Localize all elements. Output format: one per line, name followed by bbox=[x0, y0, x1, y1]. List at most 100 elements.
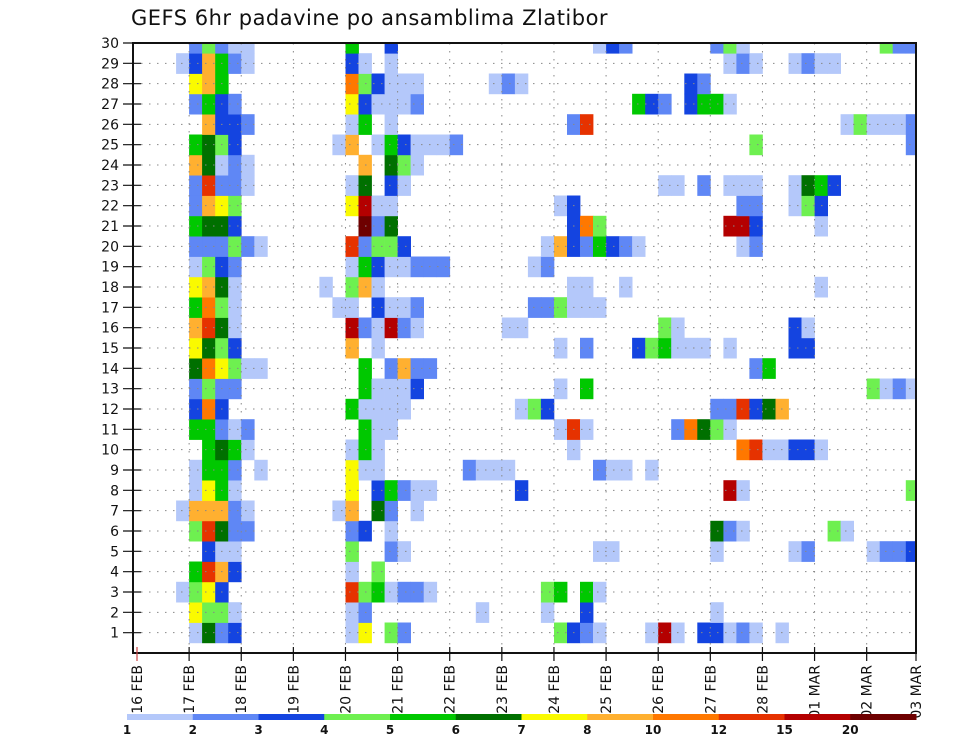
heatmap-cell bbox=[345, 337, 359, 359]
heatmap-cell bbox=[397, 317, 411, 339]
heatmap-cell bbox=[749, 53, 763, 74]
heatmap-cell bbox=[189, 358, 203, 379]
heatmap-cell bbox=[228, 378, 242, 400]
heatmap-cell bbox=[606, 236, 620, 257]
heatmap-cell bbox=[762, 398, 776, 420]
heatmap-cell bbox=[514, 398, 529, 420]
y-tick-label: 7 bbox=[110, 504, 119, 520]
heatmap-cell bbox=[384, 317, 398, 339]
y-tick-label: 11 bbox=[101, 422, 119, 438]
heatmap-cell bbox=[658, 317, 672, 339]
heatmap-cell bbox=[619, 276, 633, 298]
heatmap-cell bbox=[684, 337, 698, 359]
x-tick-label: 02 MAR bbox=[860, 665, 876, 719]
heatmap-cell bbox=[202, 73, 216, 95]
heatmap-cell bbox=[384, 93, 398, 115]
heatmap-cell bbox=[241, 53, 255, 74]
heatmap-cell bbox=[554, 195, 568, 217]
y-tick-label: 30 bbox=[101, 36, 119, 52]
heatmap-cell bbox=[658, 175, 672, 196]
heatmap-cell bbox=[723, 53, 737, 74]
heatmap-cell bbox=[397, 541, 411, 562]
heatmap-cell bbox=[892, 43, 907, 54]
heatmap-cell bbox=[384, 154, 398, 176]
heatmap-cell bbox=[697, 337, 711, 359]
colorbar-swatch bbox=[390, 714, 457, 720]
heatmap-cell bbox=[371, 480, 385, 501]
heatmap-cell bbox=[371, 73, 385, 95]
heatmap-cell bbox=[345, 398, 359, 420]
y-tick-label: 15 bbox=[101, 341, 119, 357]
y-tick-label: 6 bbox=[110, 524, 119, 540]
heatmap-cell bbox=[697, 93, 711, 115]
heatmap-cell bbox=[371, 195, 385, 217]
heatmap-cell bbox=[410, 317, 424, 339]
heatmap-cell bbox=[475, 602, 490, 623]
heatmap-cell bbox=[593, 297, 607, 318]
heatmap-cell bbox=[905, 541, 917, 562]
heatmap-cell bbox=[645, 93, 659, 115]
colorbar-label: 3 bbox=[254, 723, 262, 737]
heatmap-cell bbox=[345, 93, 359, 115]
heatmap-cell bbox=[241, 358, 255, 379]
colorbar-swatch bbox=[718, 714, 785, 720]
heatmap-cell bbox=[749, 134, 763, 156]
heatmap-cell bbox=[749, 622, 763, 644]
heatmap-cell bbox=[632, 93, 646, 115]
heatmap-cell bbox=[410, 378, 424, 400]
heatmap-cell bbox=[554, 378, 568, 400]
heatmap-cell bbox=[345, 622, 359, 644]
heatmap-cell bbox=[397, 154, 411, 176]
heatmap-cell bbox=[593, 622, 607, 644]
heatmap-cell bbox=[736, 43, 750, 54]
x-tick-label: 01 MAR bbox=[808, 665, 824, 719]
heatmap-cell bbox=[788, 439, 802, 461]
heatmap-cell bbox=[202, 358, 216, 379]
heatmap-cell bbox=[228, 134, 242, 156]
heatmap-cell bbox=[645, 622, 659, 644]
heatmap-cell bbox=[853, 114, 867, 135]
heatmap-cell bbox=[697, 622, 711, 644]
heatmap-cell bbox=[371, 236, 385, 257]
heatmap-cell bbox=[384, 73, 398, 95]
heatmap-cell bbox=[345, 561, 359, 583]
heatmap-cell bbox=[384, 114, 398, 135]
heatmap-cell bbox=[514, 480, 529, 501]
heatmap-cell bbox=[189, 480, 203, 501]
heatmap-cell bbox=[866, 541, 881, 562]
heatmap-cell bbox=[593, 541, 607, 562]
heatmap-cell bbox=[189, 215, 203, 237]
heatmap-cell bbox=[215, 43, 229, 54]
heatmap-cell bbox=[228, 215, 242, 237]
heatmap-cell bbox=[189, 276, 203, 298]
heatmap-cell bbox=[345, 236, 359, 257]
heatmap-cell bbox=[736, 53, 750, 74]
heatmap-cell bbox=[189, 134, 203, 156]
heatmap-cell bbox=[189, 175, 203, 196]
heatmap-cell bbox=[345, 520, 359, 542]
heatmap-cell bbox=[189, 602, 203, 623]
heatmap-cell bbox=[228, 175, 242, 196]
heatmap-cell bbox=[866, 114, 881, 135]
y-tick-label: 5 bbox=[110, 544, 119, 560]
heatmap-cell bbox=[397, 297, 411, 318]
heatmap-cell bbox=[384, 378, 398, 400]
heatmap-cell bbox=[345, 53, 359, 74]
heatmap-cell bbox=[176, 53, 190, 74]
heatmap-cell bbox=[384, 195, 398, 217]
x-axis: 16 FEB 17 FEB 18 FEB 19 FEB 20 FEB 21 FEB 22 F… bbox=[130, 647, 925, 719]
heatmap-cell bbox=[189, 236, 203, 257]
heatmap-cell bbox=[892, 114, 907, 135]
colorbar-label: 20 bbox=[842, 723, 859, 737]
y-tick-label: 18 bbox=[101, 280, 119, 296]
heatmap-cell bbox=[397, 358, 411, 379]
heatmap-cell bbox=[723, 520, 737, 542]
y-tick-label: 4 bbox=[110, 565, 119, 581]
colorbar: 1 2 3 4 5 6 7 8 10 12 15 20 bbox=[123, 714, 917, 737]
heatmap-cell bbox=[684, 93, 698, 115]
heatmap-cell bbox=[410, 480, 424, 501]
y-tick-label: 12 bbox=[101, 402, 119, 418]
colorbar-label: 4 bbox=[320, 723, 328, 737]
heatmap-cell bbox=[593, 43, 607, 54]
